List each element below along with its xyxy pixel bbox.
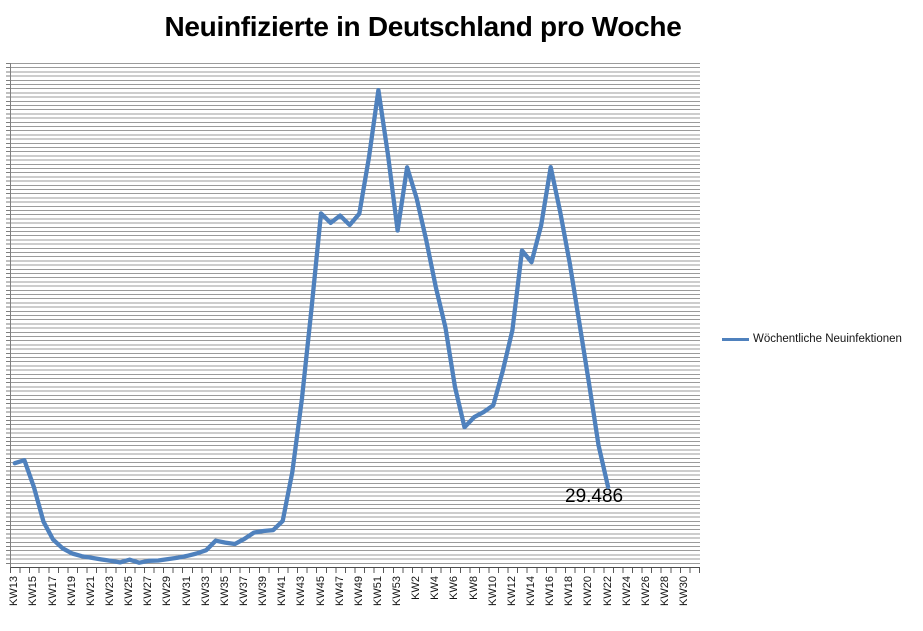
x-axis-label: KW51	[371, 576, 384, 606]
x-axis-label: KW16	[544, 576, 557, 606]
x-axis-label: KW24	[620, 576, 633, 606]
x-axis-label: KW49	[352, 576, 365, 606]
x-axis-label: KW43	[295, 576, 308, 606]
x-axis-label: KW39	[257, 576, 270, 606]
legend: Wöchentliche Neuinfektionen	[722, 333, 902, 345]
x-axis-label: KW30	[678, 576, 691, 606]
x-axis-ticks	[10, 568, 700, 573]
x-axis-label: KW22	[601, 576, 614, 606]
x-axis-label: KW18	[563, 576, 576, 606]
legend-line-swatch	[722, 337, 749, 341]
x-axis-label: KW33	[199, 576, 212, 606]
chart-title: Neuinfizierte in Deutschland pro Woche	[164, 11, 682, 42]
x-axis-label: KW2	[410, 576, 423, 600]
x-axis-label: KW28	[659, 576, 671, 606]
x-axis-label: KW19	[65, 576, 78, 606]
x-axis-label: KW41	[276, 576, 289, 606]
x-axis-label: KW37	[237, 576, 250, 606]
y-axis-ticks	[6, 63, 10, 567]
x-axis-label: KW29	[161, 576, 174, 606]
x-axis-label: KW31	[180, 576, 193, 606]
x-axis-label: KW23	[103, 576, 116, 606]
x-axis-label: KW10	[486, 576, 499, 606]
x-axis-label: KW12	[505, 576, 518, 606]
legend-label: Wöchentliche Neuinfektionen	[753, 333, 902, 345]
x-axis-label: KW4	[429, 576, 442, 600]
x-axis-label: KW21	[84, 576, 97, 606]
x-axis-label: KW27	[142, 576, 155, 606]
x-axis-label: KW13	[8, 576, 21, 606]
x-axis-label: KW35	[218, 576, 231, 606]
data-label-last-value: 29.486	[565, 486, 624, 507]
x-axis-label: KW26	[639, 576, 652, 606]
x-axis-label: KW6	[448, 576, 461, 600]
x-axis-label: KW53	[391, 576, 404, 606]
x-axis-label: KW20	[582, 576, 595, 606]
x-axis-label: KW14	[525, 576, 538, 606]
x-axis-label: KW8	[467, 576, 480, 600]
x-axis-label: KW45	[314, 576, 327, 606]
x-axis-label: KW47	[333, 576, 346, 606]
x-axis-label: KW25	[123, 576, 136, 606]
x-axis-label: KW15	[27, 576, 40, 606]
x-axis-label: KW17	[46, 576, 59, 606]
